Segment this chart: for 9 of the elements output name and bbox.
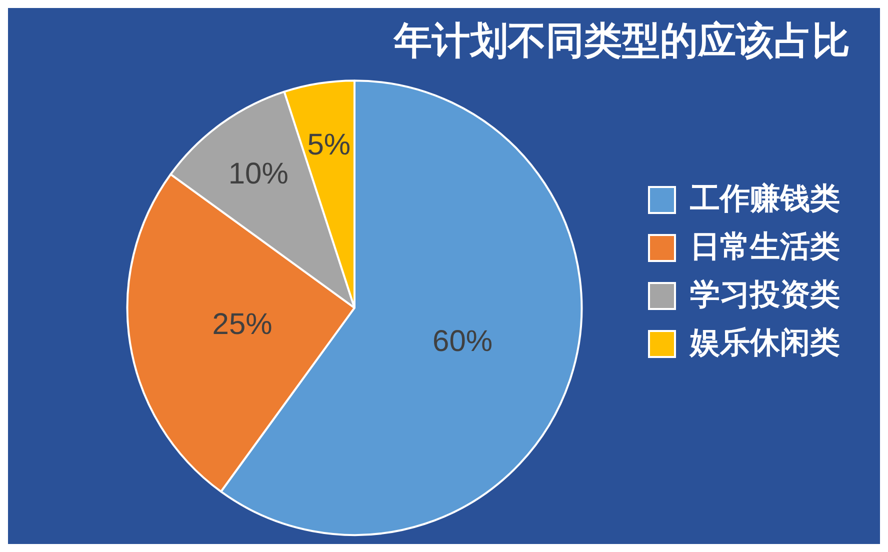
legend-label: 娱乐休闲类 [689,326,840,360]
data-label: 10% [228,158,288,191]
data-label: 25% [212,308,272,341]
chart-title: 年计划不同类型的应该占比 [393,19,850,62]
legend-label: 学习投资类 [690,278,840,312]
legend-label: 工作赚钱类 [689,181,840,216]
data-label: 5% [307,128,351,162]
data-label: 60% [432,325,493,358]
legend-label: 日常生活类 [690,230,840,264]
